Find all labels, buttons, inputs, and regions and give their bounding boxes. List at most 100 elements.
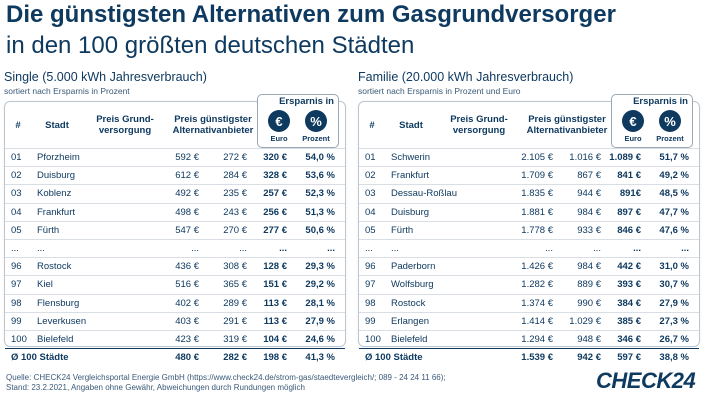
cell-base-price: 436 € — [175, 261, 199, 273]
table-row: 100 Bielefeld 423 € 319 € 104 € 24,6 % — [5, 329, 345, 348]
cell-base-price: 612 € — [175, 170, 199, 182]
cell-savings-percent: 50,6 % — [305, 224, 335, 236]
panel-subtitle: sortiert nach Ersparnis in Prozent — [4, 86, 130, 96]
table-row: 98 Rostock 1.374 € 990 € 384 € 27,9 % — [359, 293, 699, 312]
cell-savings-percent: 27,3 % — [659, 315, 689, 327]
cell-alt-price: 990 € — [577, 297, 601, 309]
header-euro: Euro — [270, 134, 288, 143]
cell-number: 99 — [11, 315, 22, 327]
cell-alt-price: 1.016 € — [569, 152, 601, 163]
cell-number: 98 — [365, 297, 376, 309]
cell-savings-euro: 198 € — [263, 352, 287, 364]
table-row: .................. — [5, 238, 345, 257]
cell-base-price: 592 € — [175, 152, 199, 163]
cell-alt-price: 291 € — [223, 315, 247, 327]
cell-base-price: 423 € — [175, 333, 199, 345]
cell-base-price: 1.778 € — [521, 224, 553, 236]
cell-base-price: 1.294 € — [521, 333, 553, 345]
cell-savings-percent: 53,6 % — [305, 170, 335, 182]
cell-base-price: 498 € — [175, 206, 199, 218]
cell-alt-price: 308 € — [223, 261, 247, 273]
cell-city: Dessau-Roßlau — [391, 188, 457, 200]
cell-savings-percent: 38,8 % — [659, 352, 689, 364]
panel-title: Single (5.000 kWh Jahresverbrauch) — [4, 70, 207, 84]
cell-savings-percent: 31,0 % — [659, 261, 689, 273]
table-row: 99 Leverkusen 403 € 291 € 113 € 27,9 % — [5, 311, 345, 330]
cell-savings-euro: 113 € — [263, 297, 287, 309]
panel-family: Familie (20.000 kWh Jahresverbrauch) sor… — [358, 70, 700, 363]
cell-base-price: 1.709 € — [521, 170, 553, 182]
table-total-row: Ø 100 Städte 480 € 282 € 198 € 41,3 % — [5, 348, 345, 366]
header-city: Stadt — [45, 120, 69, 131]
cell-number: 02 — [11, 170, 22, 182]
cell-savings-euro: 393 € — [617, 279, 641, 291]
table-row: 05 Fürth 547 € 270 € 277 € 50,6 % — [5, 220, 345, 239]
cell-base-price: 1.282 € — [521, 279, 553, 291]
cell-city: Schwerin — [391, 152, 431, 163]
table-row: 04 Frankfurt 498 € 243 € 256 € 51,3 % — [5, 202, 345, 221]
cell-alt-price: 984 € — [577, 206, 601, 218]
cell-city: Rostock — [37, 261, 72, 273]
header-base: Preis Grund-versorgung — [96, 114, 154, 136]
cell-city: ... — [37, 242, 45, 254]
cell-number: 03 — [11, 188, 22, 200]
cell-alt-price: 282 € — [223, 352, 247, 364]
cell-base-price: 2.105 € — [521, 152, 553, 163]
cell-city: Leverkusen — [37, 315, 87, 327]
cell-base-price: ... — [191, 242, 199, 254]
cell-city: Frankfurt — [37, 206, 76, 218]
cell-alt-price: 243 € — [223, 206, 247, 218]
cell-number: 04 — [365, 206, 376, 218]
cell-alt-price: 933 € — [577, 224, 601, 236]
cell-number: 05 — [11, 224, 22, 236]
cell-number: 97 — [365, 279, 376, 291]
cell-alt-price: 272 € — [223, 152, 247, 163]
savings-header-box: Ersparnis in €% Euro Prozent — [611, 94, 693, 148]
euro-icon: € — [622, 110, 644, 132]
source-line-2: Stand: 23.2.2021, Angaben ohne Gewähr, A… — [6, 383, 305, 392]
table-row: 04 Duisburg 1.881 € 984 € 897 € 47,7 % — [359, 202, 699, 221]
cell-base-price: 480 € — [175, 352, 199, 364]
cell-savings-percent: ... — [681, 242, 689, 254]
table-row: 100 Bielefeld 1.294 € 948 € 346 € 26,7 % — [359, 329, 699, 348]
cell-savings-percent: 51,7 % — [659, 152, 689, 163]
cell-city: ... — [391, 242, 399, 254]
cell-base-price: 1.374 € — [521, 297, 553, 309]
cell-city: Pforzheim — [37, 152, 80, 163]
cell-savings-euro: 385 € — [617, 315, 641, 327]
cell-alt-price: 944 € — [577, 188, 601, 200]
table-row: 02 Duisburg 612 € 284 € 328 € 53,6 % — [5, 166, 345, 184]
euro-icon: € — [268, 110, 290, 132]
cell-savings-euro: 897 € — [617, 206, 641, 218]
cell-savings-euro: 320 € — [263, 152, 287, 163]
cell-total-label: Ø 100 Städte — [11, 352, 69, 364]
cell-city: Kiel — [37, 279, 53, 291]
cell-savings-euro: 256 € — [263, 206, 287, 218]
cell-savings-percent: 26,7 % — [659, 333, 689, 345]
cell-savings-percent: 49,2 % — [659, 170, 689, 182]
cell-number: 02 — [365, 170, 376, 182]
header-alt: Preis günstigster Alternativanbieter — [172, 114, 254, 136]
cell-savings-euro: 846 € — [617, 224, 641, 236]
cell-savings-euro: 891€ — [619, 188, 641, 200]
cell-alt-price: 319 € — [223, 333, 247, 345]
cell-number: ... — [365, 242, 373, 254]
cell-city: Flensburg — [37, 297, 80, 309]
cell-city: Frankfurt — [391, 170, 430, 182]
cell-savings-euro: 384 € — [617, 297, 641, 309]
cell-total-label: Ø 100 Städte — [365, 352, 423, 364]
cell-savings-percent: 30,7 % — [659, 279, 689, 291]
cell-savings-euro: ... — [279, 242, 287, 254]
cell-alt-price: 365 € — [223, 279, 247, 291]
cell-savings-euro: 346 € — [617, 333, 641, 345]
cell-city: Duisburg — [37, 170, 76, 182]
cell-number: 01 — [365, 152, 376, 163]
cell-number: 05 — [365, 224, 376, 236]
cell-savings-percent: 52,3 % — [305, 188, 335, 200]
cell-savings-euro: 277 € — [263, 224, 287, 236]
cell-base-price: 1.835 € — [521, 188, 553, 200]
cell-alt-price: 942 € — [577, 352, 601, 364]
cell-base-price: ... — [545, 242, 553, 254]
cell-alt-price: ... — [239, 242, 247, 254]
cell-savings-percent: 29,2 % — [305, 279, 335, 291]
